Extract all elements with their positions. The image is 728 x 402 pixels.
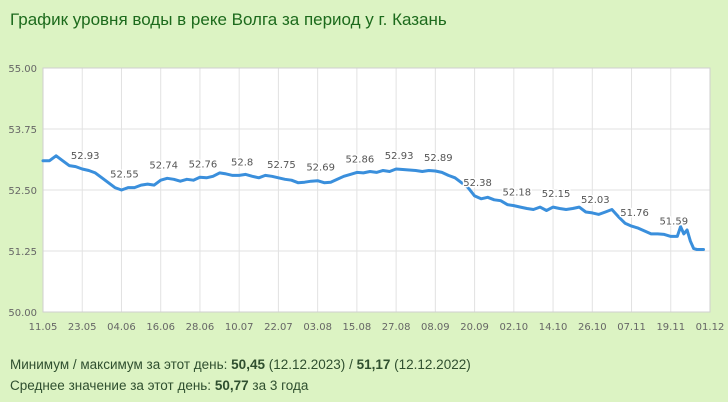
max-value: 51,17	[356, 357, 391, 372]
x-tick-label: 03.08	[303, 322, 332, 333]
data-label: 52.15	[542, 189, 571, 200]
chart-svg: 50.00 51.25 52.50 53.75 55.00 11.05 23.05 04.06…	[8, 64, 725, 333]
data-label: 52.86	[346, 154, 375, 165]
data-label-halo: 52.75	[267, 160, 296, 171]
data-label-halo: 52.76	[189, 159, 218, 170]
data-label-halo: 52.69	[306, 163, 335, 174]
x-tick-label: 14.10	[539, 322, 568, 333]
avg-value: 50,77	[214, 378, 249, 393]
x-tick-label: 11.05	[29, 322, 58, 333]
data-label: 52.03	[581, 195, 610, 206]
data-label: 52.38	[463, 178, 492, 189]
y-tick-label: 50.00	[8, 308, 37, 319]
x-tick-label: 02.10	[500, 322, 529, 333]
avg-suffix: за 3 года	[252, 378, 309, 393]
stats-block: Минимум / максимум за этот день: 50,45 (…	[10, 354, 471, 396]
max-date: (12.12.2022)	[394, 357, 471, 372]
x-tick-label: 28.06	[186, 322, 215, 333]
y-tick-label: 52.50	[8, 186, 37, 197]
data-label-halo: 52.55	[110, 170, 139, 181]
data-label: 52.74	[149, 160, 178, 171]
x-tick-label: 07.11	[617, 322, 646, 333]
minmax-separator: /	[349, 357, 353, 372]
data-label-halo: 52.86	[346, 154, 375, 165]
data-label-halo: 52.15	[542, 189, 571, 200]
y-tick-label: 53.75	[8, 125, 37, 136]
data-label-halo: 51.76	[620, 208, 649, 219]
y-tick-label: 51.25	[8, 247, 37, 258]
data-label: 52.18	[503, 188, 532, 199]
x-tick-label: 26.10	[578, 322, 607, 333]
data-label-halo: 52.93	[71, 151, 100, 162]
page-title: График уровня воды в реке Волга за перио…	[10, 10, 447, 29]
data-label-halo: 52.03	[581, 195, 610, 206]
x-tick-label: 10.07	[225, 322, 254, 333]
data-label-halo: 52.74	[149, 160, 178, 171]
plot-border	[42, 67, 711, 313]
data-label: 52.93	[71, 151, 100, 162]
minmax-line: Минимум / максимум за этот день: 50,45 (…	[10, 354, 471, 375]
data-label: 52.76	[189, 159, 218, 170]
x-tick-label: 15.08	[343, 322, 372, 333]
data-label: 52.93	[385, 151, 414, 162]
data-label: 52.55	[110, 170, 139, 181]
x-tick-label: 19.11	[656, 322, 685, 333]
y-tick-label: 55.00	[8, 64, 37, 75]
minmax-label: Минимум / максимум за этот день:	[10, 357, 228, 372]
x-tick-label: 22.07	[264, 322, 293, 333]
data-label-halo: 52.89	[424, 153, 453, 164]
water-level-chart: 50.00 51.25 52.50 53.75 55.00 11.05 23.05 04.06…	[0, 52, 728, 348]
data-label-halo: 52.38	[463, 178, 492, 189]
x-tick-label: 04.06	[107, 322, 136, 333]
data-label: 52.75	[267, 160, 296, 171]
series-line	[41, 154, 705, 251]
x-tick-label: 27.08	[382, 322, 411, 333]
data-label: 52.89	[424, 153, 453, 164]
data-label: 51.76	[620, 208, 649, 219]
min-date: (12.12.2023)	[268, 357, 346, 372]
data-label: 52.8	[231, 157, 253, 168]
data-label: 51.59	[659, 216, 688, 227]
data-label-halo: 51.59	[659, 216, 688, 227]
data-label-halo: 52.18	[503, 188, 532, 199]
data-label: 52.69	[306, 163, 335, 174]
min-value: 50,45	[231, 357, 265, 372]
average-line: Среднее значение за этот день: 50,77 за …	[10, 375, 471, 396]
data-label-halo: 52.93	[385, 151, 414, 162]
x-tick-label: 20.09	[460, 322, 489, 333]
x-tick-label: 01.12	[696, 322, 725, 333]
x-tick-label: 16.06	[146, 322, 175, 333]
x-tick-label: 23.05	[68, 322, 97, 333]
x-tick-label: 08.09	[421, 322, 450, 333]
data-label-halo: 52.8	[231, 157, 253, 168]
avg-label: Среднее значение за этот день:	[10, 378, 212, 393]
